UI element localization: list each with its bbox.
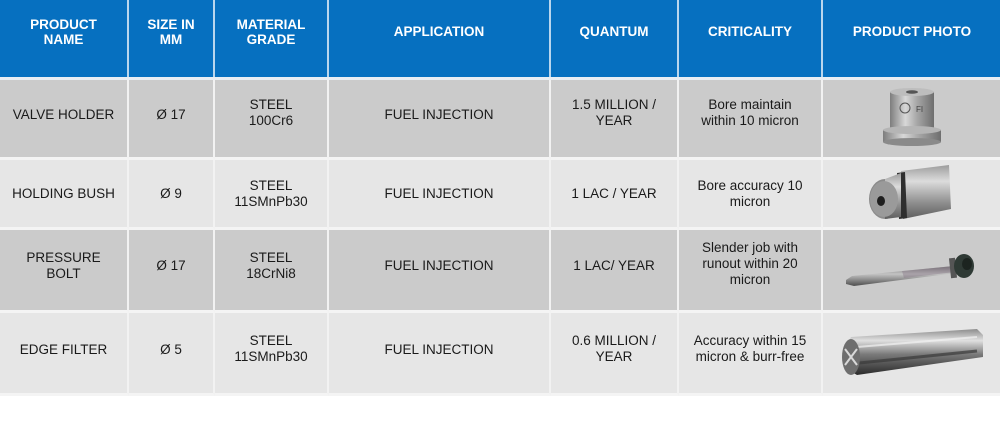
material-value: STEEL xyxy=(249,177,293,193)
material-value: STEEL xyxy=(249,250,293,265)
header-material: MATERIAL GRADE xyxy=(215,0,329,77)
header-label: MM xyxy=(159,32,183,47)
material-value: STEEL xyxy=(249,333,293,348)
quantum-cell: 1 LAC / YEAR xyxy=(551,160,679,230)
header-size: SIZE IN MM xyxy=(129,0,215,77)
size-cell: Ø 9 xyxy=(129,160,215,230)
criticality-text: micron & burr-free xyxy=(695,349,805,364)
application-cell: FUEL INJECTION xyxy=(329,80,551,160)
criticality-text: Slender job with xyxy=(701,240,799,255)
application-cell: FUEL INJECTION xyxy=(329,313,551,396)
header-label: MATERIAL xyxy=(236,17,306,32)
product-photo-cell: FI xyxy=(823,80,1000,160)
quantum-cell: 1.5 MILLION / YEAR xyxy=(551,80,679,160)
product-name: VALVE HOLDER xyxy=(12,107,115,122)
criticality-cell: Slender job with runout within 20 micron xyxy=(679,230,823,313)
material-cell: STEEL 11SMnPb30 xyxy=(215,313,329,396)
criticality-text: within 10 micron xyxy=(701,113,799,128)
header-product-photo: PRODUCT PHOTO xyxy=(823,0,1000,77)
product-name: EDGE FILTER xyxy=(19,342,108,357)
application-value: FUEL INJECTION xyxy=(384,342,494,357)
quantum-unit: YEAR xyxy=(595,349,633,364)
quantum-cell: 1 LAC/ YEAR xyxy=(551,230,679,313)
header-product-name: PRODUCT NAME xyxy=(0,0,129,77)
product-photo-cell xyxy=(823,160,1000,230)
quantum-value: 0.6 MILLION / xyxy=(571,333,657,348)
application-value: FUEL INJECTION xyxy=(384,185,494,201)
table-row: VALVE HOLDER Ø 17 STEEL 100Cr6 FUEL INJEC… xyxy=(0,80,1000,160)
quantum-unit: YEAR xyxy=(595,113,633,128)
size-value: Ø 17 xyxy=(156,107,186,122)
criticality-text: micron xyxy=(729,272,771,287)
material-grade: 11SMnPb30 xyxy=(234,193,308,209)
header-label: SIZE IN xyxy=(147,17,195,32)
header-quantum: QUANTUM xyxy=(551,0,679,77)
product-name-cell: PRESSURE BOLT xyxy=(0,230,129,313)
product-photo-cell xyxy=(823,230,1000,313)
criticality-cell: Bore accuracy 10 micron xyxy=(679,160,823,230)
pressure-bolt-photo xyxy=(846,254,974,286)
size-value: Ø 17 xyxy=(156,258,186,273)
header-label: CRITICALITY xyxy=(708,24,792,39)
material-cell: STEEL 100Cr6 xyxy=(215,80,329,160)
material-value: STEEL xyxy=(249,97,293,112)
product-name: BOLT xyxy=(46,266,81,281)
material-grade: 11SMnPb30 xyxy=(234,349,308,364)
quantum-value: 1 LAC / YEAR xyxy=(571,185,657,201)
size-value: Ø 9 xyxy=(160,185,182,201)
header-label: PRODUCT xyxy=(30,17,97,32)
header-label: PRODUCT PHOTO xyxy=(852,24,972,39)
product-name: PRESSURE xyxy=(26,250,101,265)
criticality-text: Bore accuracy 10 xyxy=(697,177,803,193)
material-grade: 100Cr6 xyxy=(248,113,294,128)
product-name-cell: EDGE FILTER xyxy=(0,313,129,396)
quantum-value: 1.5 MILLION / xyxy=(571,97,657,112)
size-cell: Ø 5 xyxy=(129,313,215,396)
header-label: QUANTUM xyxy=(579,24,649,39)
product-name-cell: HOLDING BUSH xyxy=(0,160,129,230)
size-cell: Ø 17 xyxy=(129,80,215,160)
criticality-text: Bore maintain xyxy=(708,97,792,112)
size-cell: Ø 17 xyxy=(129,230,215,313)
product-photo-cell xyxy=(823,313,1000,396)
table-row: EDGE FILTER Ø 5 STEEL 11SMnPb30 FUEL INJE… xyxy=(0,313,1000,396)
valve-holder-photo: FI xyxy=(883,88,941,146)
header-label: NAME xyxy=(43,32,84,47)
material-cell: STEEL 11SMnPb30 xyxy=(215,160,329,230)
criticality-text: micron xyxy=(729,193,771,209)
quantum-value: 1 LAC/ YEAR xyxy=(573,258,655,273)
application-cell: FUEL INJECTION xyxy=(329,160,551,230)
application-value: FUEL INJECTION xyxy=(384,258,494,273)
criticality-text: runout within 20 xyxy=(702,256,798,271)
material-grade: 18CrNi8 xyxy=(246,266,296,281)
holding-bush-photo xyxy=(869,164,951,219)
product-table: PRODUCT NAME SIZE IN MM MATERIAL GRADE APPL… xyxy=(0,0,1000,396)
header-label: GRADE xyxy=(246,32,296,47)
header-application: APPLICATION xyxy=(329,0,551,77)
quantum-cell: 0.6 MILLION / YEAR xyxy=(551,313,679,396)
application-value: FUEL INJECTION xyxy=(384,107,494,122)
table-row: PRESSURE BOLT Ø 17 STEEL 18CrNi8 FUEL INJE… xyxy=(0,230,1000,313)
svg-text:FI: FI xyxy=(916,105,923,114)
criticality-text: Accuracy within 15 xyxy=(693,333,807,348)
criticality-cell: Bore maintain within 10 micron xyxy=(679,80,823,160)
application-cell: FUEL INJECTION xyxy=(329,230,551,313)
table-row: HOLDING BUSH Ø 9 STEEL 11SMnPb30 FUEL INJ… xyxy=(0,160,1000,230)
material-cell: STEEL 18CrNi8 xyxy=(215,230,329,313)
product-name: HOLDING BUSH xyxy=(12,185,115,201)
product-name-cell: VALVE HOLDER xyxy=(0,80,129,160)
header-label: APPLICATION xyxy=(393,24,485,39)
criticality-cell: Accuracy within 15 micron & burr-free xyxy=(679,313,823,396)
header-criticality: CRITICALITY xyxy=(679,0,823,77)
table-header-row: PRODUCT NAME SIZE IN MM MATERIAL GRADE APPL… xyxy=(0,0,1000,80)
size-value: Ø 5 xyxy=(160,342,182,357)
edge-filter-photo xyxy=(842,329,983,375)
